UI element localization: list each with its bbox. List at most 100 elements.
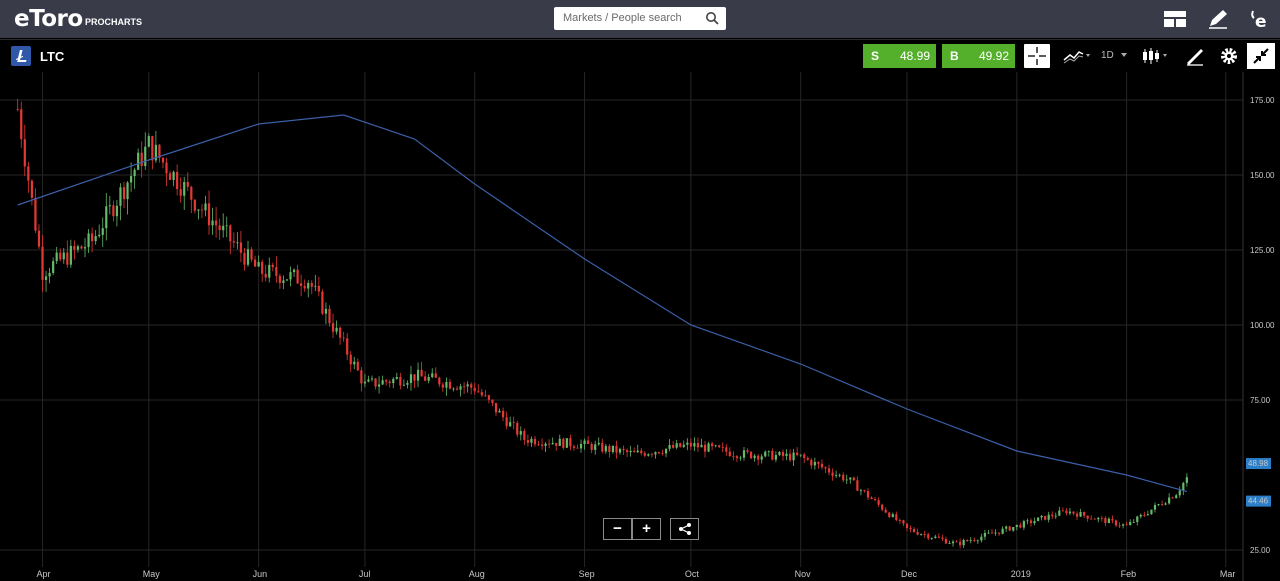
candle-body <box>675 443 678 448</box>
candle-body <box>895 514 898 521</box>
pencil-icon[interactable] <box>1206 8 1230 30</box>
candle-body <box>973 540 976 541</box>
candle-body <box>668 445 671 449</box>
candle-body <box>1139 514 1142 517</box>
collapse-button[interactable] <box>1247 43 1275 69</box>
candle-body <box>990 532 994 534</box>
candle-body <box>587 440 590 444</box>
buy-button[interactable]: B 49.92 <box>942 44 1015 68</box>
candle-body <box>1129 522 1132 526</box>
candle-body <box>601 442 604 452</box>
candle-body <box>147 136 150 147</box>
etoro-logo[interactable]: eToro <box>14 6 83 32</box>
candle-body <box>898 520 901 521</box>
candle-body <box>813 461 816 466</box>
candle-body <box>551 442 554 445</box>
candle-body <box>672 445 675 448</box>
interval-dropdown[interactable]: 1D <box>1101 44 1129 68</box>
candle-body <box>870 497 873 500</box>
x-tick-label: Aug <box>469 569 485 579</box>
candle-body <box>526 439 529 443</box>
litecoin-icon <box>11 46 31 66</box>
candle-body <box>625 450 629 453</box>
search-input[interactable]: Markets / People search <box>554 7 726 30</box>
share-button[interactable] <box>670 518 699 540</box>
candle-body <box>328 308 331 324</box>
etoro-e-icon[interactable]: e <box>1248 8 1272 30</box>
candle-body <box>540 444 544 446</box>
gear-icon[interactable] <box>1217 44 1241 68</box>
candle-body <box>275 267 278 276</box>
candle-body <box>1175 495 1178 499</box>
candle-body <box>1072 511 1075 514</box>
candle-body <box>239 242 243 253</box>
candle-body <box>339 327 342 338</box>
candle-body <box>278 275 281 283</box>
candlestick-type-icon[interactable] <box>1139 44 1171 68</box>
candle-body <box>1079 512 1082 517</box>
chevron-down-icon <box>1120 53 1127 57</box>
candle-body <box>101 228 104 235</box>
candle-body <box>296 269 299 284</box>
crosshair-icon <box>1028 47 1046 65</box>
candle-body <box>105 206 108 229</box>
candle-body <box>151 136 154 161</box>
zoom-in-button[interactable]: + <box>632 518 661 540</box>
candle-body <box>505 417 508 427</box>
zoom-out-button[interactable]: − <box>603 518 632 540</box>
candle-body <box>1058 510 1061 516</box>
candle-body <box>158 144 161 159</box>
candle-body <box>176 171 179 190</box>
candle-body <box>349 354 352 365</box>
candle-body <box>1171 497 1174 499</box>
candle-body <box>126 182 129 200</box>
candle-body <box>760 456 763 460</box>
candle-body <box>1061 510 1064 512</box>
x-tick-label: Jun <box>253 569 268 579</box>
candle-body <box>1083 512 1086 516</box>
sell-price: 48.99 <box>899 49 930 63</box>
candle-body <box>172 171 175 180</box>
candle-body <box>62 252 65 260</box>
share-icon <box>678 523 691 535</box>
candle-body <box>742 450 746 458</box>
candle-body <box>718 445 721 448</box>
price-chart[interactable]: 175.00 150.00 125.00 100.00 75.00 25.00 Apr Ma… <box>0 72 1280 581</box>
drawing-tools-icon[interactable] <box>1183 44 1207 68</box>
candle-body <box>941 537 944 539</box>
candle-body <box>44 276 48 280</box>
candle-body <box>537 444 540 446</box>
candle-body <box>852 477 855 481</box>
candle-body <box>23 139 26 167</box>
candle-body <box>920 534 923 535</box>
collapse-icon <box>1253 48 1269 64</box>
candle-body <box>576 447 579 449</box>
crosshair-button[interactable] <box>1024 44 1050 68</box>
indicators-icon[interactable] <box>1061 44 1093 68</box>
candle-body <box>353 361 356 365</box>
candle-body <box>335 327 338 332</box>
candle-body <box>548 443 551 445</box>
search-icon[interactable] <box>705 11 719 25</box>
candle-body <box>1051 514 1054 517</box>
candle-body <box>477 391 480 393</box>
candle-body <box>579 444 583 449</box>
candle-body <box>1157 504 1160 505</box>
layout-icon[interactable] <box>1163 8 1187 30</box>
candle-body <box>902 520 905 524</box>
logo-text: eToro <box>14 6 83 32</box>
candle-body <box>133 169 136 177</box>
candle-body <box>824 467 827 469</box>
candle-body <box>466 384 469 387</box>
x-tick-label: Nov <box>795 569 812 579</box>
candle-body <box>1132 521 1135 523</box>
sell-button[interactable]: S 48.99 <box>863 44 936 68</box>
candle-body <box>633 450 636 453</box>
candle-body <box>664 448 668 454</box>
candle-body <box>1185 477 1188 483</box>
candle-body <box>91 233 94 242</box>
candle-body <box>434 373 437 378</box>
candle-body <box>1065 510 1068 514</box>
candle-body <box>771 450 774 460</box>
candle-body <box>604 445 607 452</box>
